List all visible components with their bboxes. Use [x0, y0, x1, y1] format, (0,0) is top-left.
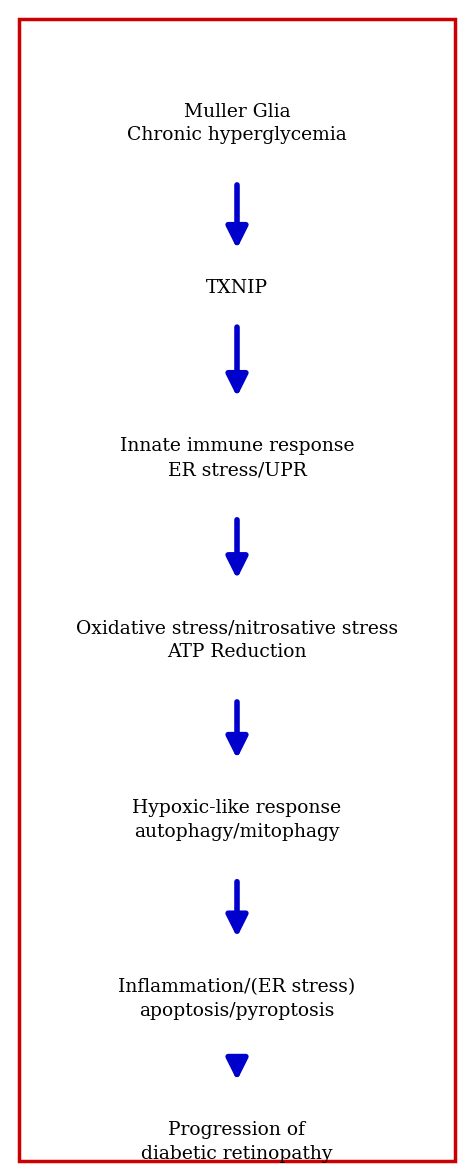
Text: Innate immune response
ER stress/UPR: Innate immune response ER stress/UPR	[120, 437, 354, 479]
Text: Muller Glia
Chronic hyperglycemia: Muller Glia Chronic hyperglycemia	[127, 102, 347, 145]
Text: TXNIP: TXNIP	[206, 278, 268, 297]
Text: Progression of
diabetic retinopathy: Progression of diabetic retinopathy	[141, 1121, 333, 1163]
Text: Inflammation/(ER stress)
apoptosis/pyroptosis: Inflammation/(ER stress) apoptosis/pyrop…	[118, 978, 356, 1020]
Text: Oxidative stress/nitrosative stress
ATP Reduction: Oxidative stress/nitrosative stress ATP …	[76, 619, 398, 662]
Text: Hypoxic-like response
autophagy/mitophagy: Hypoxic-like response autophagy/mitophag…	[132, 799, 342, 841]
